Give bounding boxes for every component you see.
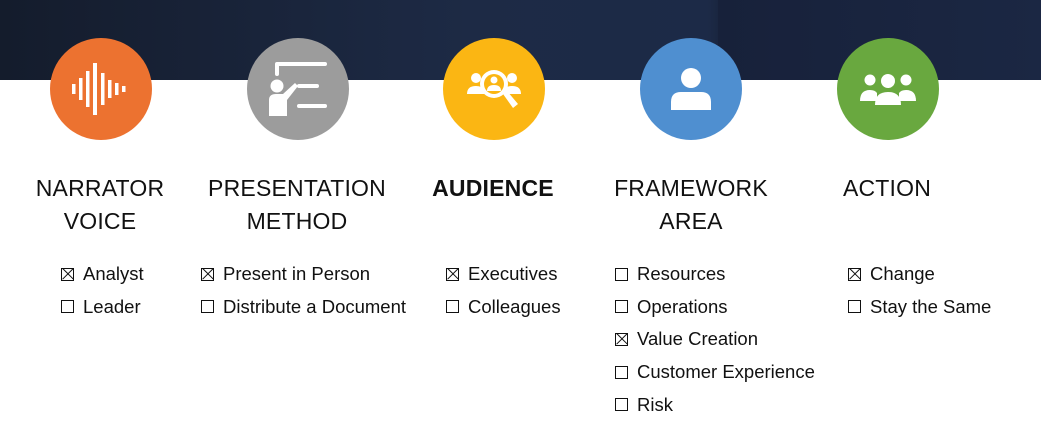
option-present-in-person[interactable]: Present in Person	[201, 258, 406, 291]
option-customer-experience[interactable]: Customer Experience	[615, 356, 815, 389]
option-label: Stay the Same	[870, 295, 992, 317]
audience-search-icon	[467, 70, 521, 108]
framework-area-heading: FRAMEWORK AREA	[614, 175, 768, 234]
option-label: Value Creation	[637, 328, 759, 350]
action-options: Change Stay the Same	[848, 258, 991, 323]
option-label: Customer Experience	[637, 361, 815, 383]
option-change[interactable]: Change	[848, 258, 991, 291]
option-analyst[interactable]: Analyst	[61, 258, 144, 291]
option-label: Executives	[468, 263, 558, 285]
action-heading: ACTION	[842, 175, 932, 201]
narrator-voice-circle	[50, 38, 152, 140]
option-resources[interactable]: Resources	[615, 258, 815, 291]
option-stay-the-same[interactable]: Stay the Same	[848, 291, 991, 324]
option-leader[interactable]: Leader	[61, 291, 144, 324]
option-value-creation[interactable]: Value Creation	[615, 323, 815, 356]
checkbox-unchecked[interactable]	[201, 300, 214, 314]
person-icon	[671, 68, 711, 110]
checkbox-checked[interactable]	[61, 267, 74, 281]
framework-area-circle	[640, 38, 742, 140]
action-circle	[837, 38, 939, 140]
checkbox-checked[interactable]	[848, 267, 861, 281]
audience-heading: AUDIENCE	[432, 175, 554, 201]
checkbox-unchecked[interactable]	[615, 398, 628, 412]
option-operations[interactable]: Operations	[615, 291, 815, 324]
checkbox-unchecked[interactable]	[615, 300, 628, 314]
option-label: Change	[870, 263, 935, 285]
option-label: Leader	[83, 295, 141, 317]
checkbox-checked[interactable]	[201, 267, 214, 281]
option-colleagues[interactable]: Colleagues	[446, 291, 561, 324]
option-label: Risk	[637, 393, 673, 415]
presenter-screen-icon	[269, 62, 327, 116]
presentation-method-heading: PRESENTATION METHOD	[208, 175, 386, 234]
option-risk[interactable]: Risk	[615, 388, 815, 421]
option-label: Present in Person	[223, 263, 371, 285]
checkbox-checked[interactable]	[615, 332, 628, 346]
narrator-voice-heading: NARRATOR VOICE	[35, 175, 165, 234]
audience-options: Executives Colleagues	[446, 258, 561, 323]
sound-wave-icon	[72, 63, 126, 115]
presentation-method-circle	[247, 38, 349, 140]
group-icon	[860, 74, 916, 105]
option-label: Colleagues	[468, 295, 561, 317]
option-label: Distribute a Document	[223, 295, 407, 317]
checkbox-unchecked[interactable]	[615, 365, 628, 379]
checkbox-unchecked[interactable]	[615, 267, 628, 281]
narrator-voice-options: Analyst Leader	[61, 258, 144, 323]
framework-area-options: Resources Operations Value Creation Cust…	[615, 258, 815, 421]
option-label: Operations	[637, 295, 728, 317]
option-executives[interactable]: Executives	[446, 258, 561, 291]
checkbox-unchecked[interactable]	[446, 300, 459, 314]
option-distribute-a-document[interactable]: Distribute a Document	[201, 291, 406, 324]
option-label: Analyst	[83, 263, 144, 285]
checkbox-unchecked[interactable]	[61, 300, 74, 314]
checkbox-checked[interactable]	[446, 267, 459, 281]
checkbox-unchecked[interactable]	[848, 300, 861, 314]
presentation-method-options: Present in Person Distribute a Document	[201, 258, 406, 323]
option-label: Resources	[637, 263, 726, 285]
audience-circle	[443, 38, 545, 140]
